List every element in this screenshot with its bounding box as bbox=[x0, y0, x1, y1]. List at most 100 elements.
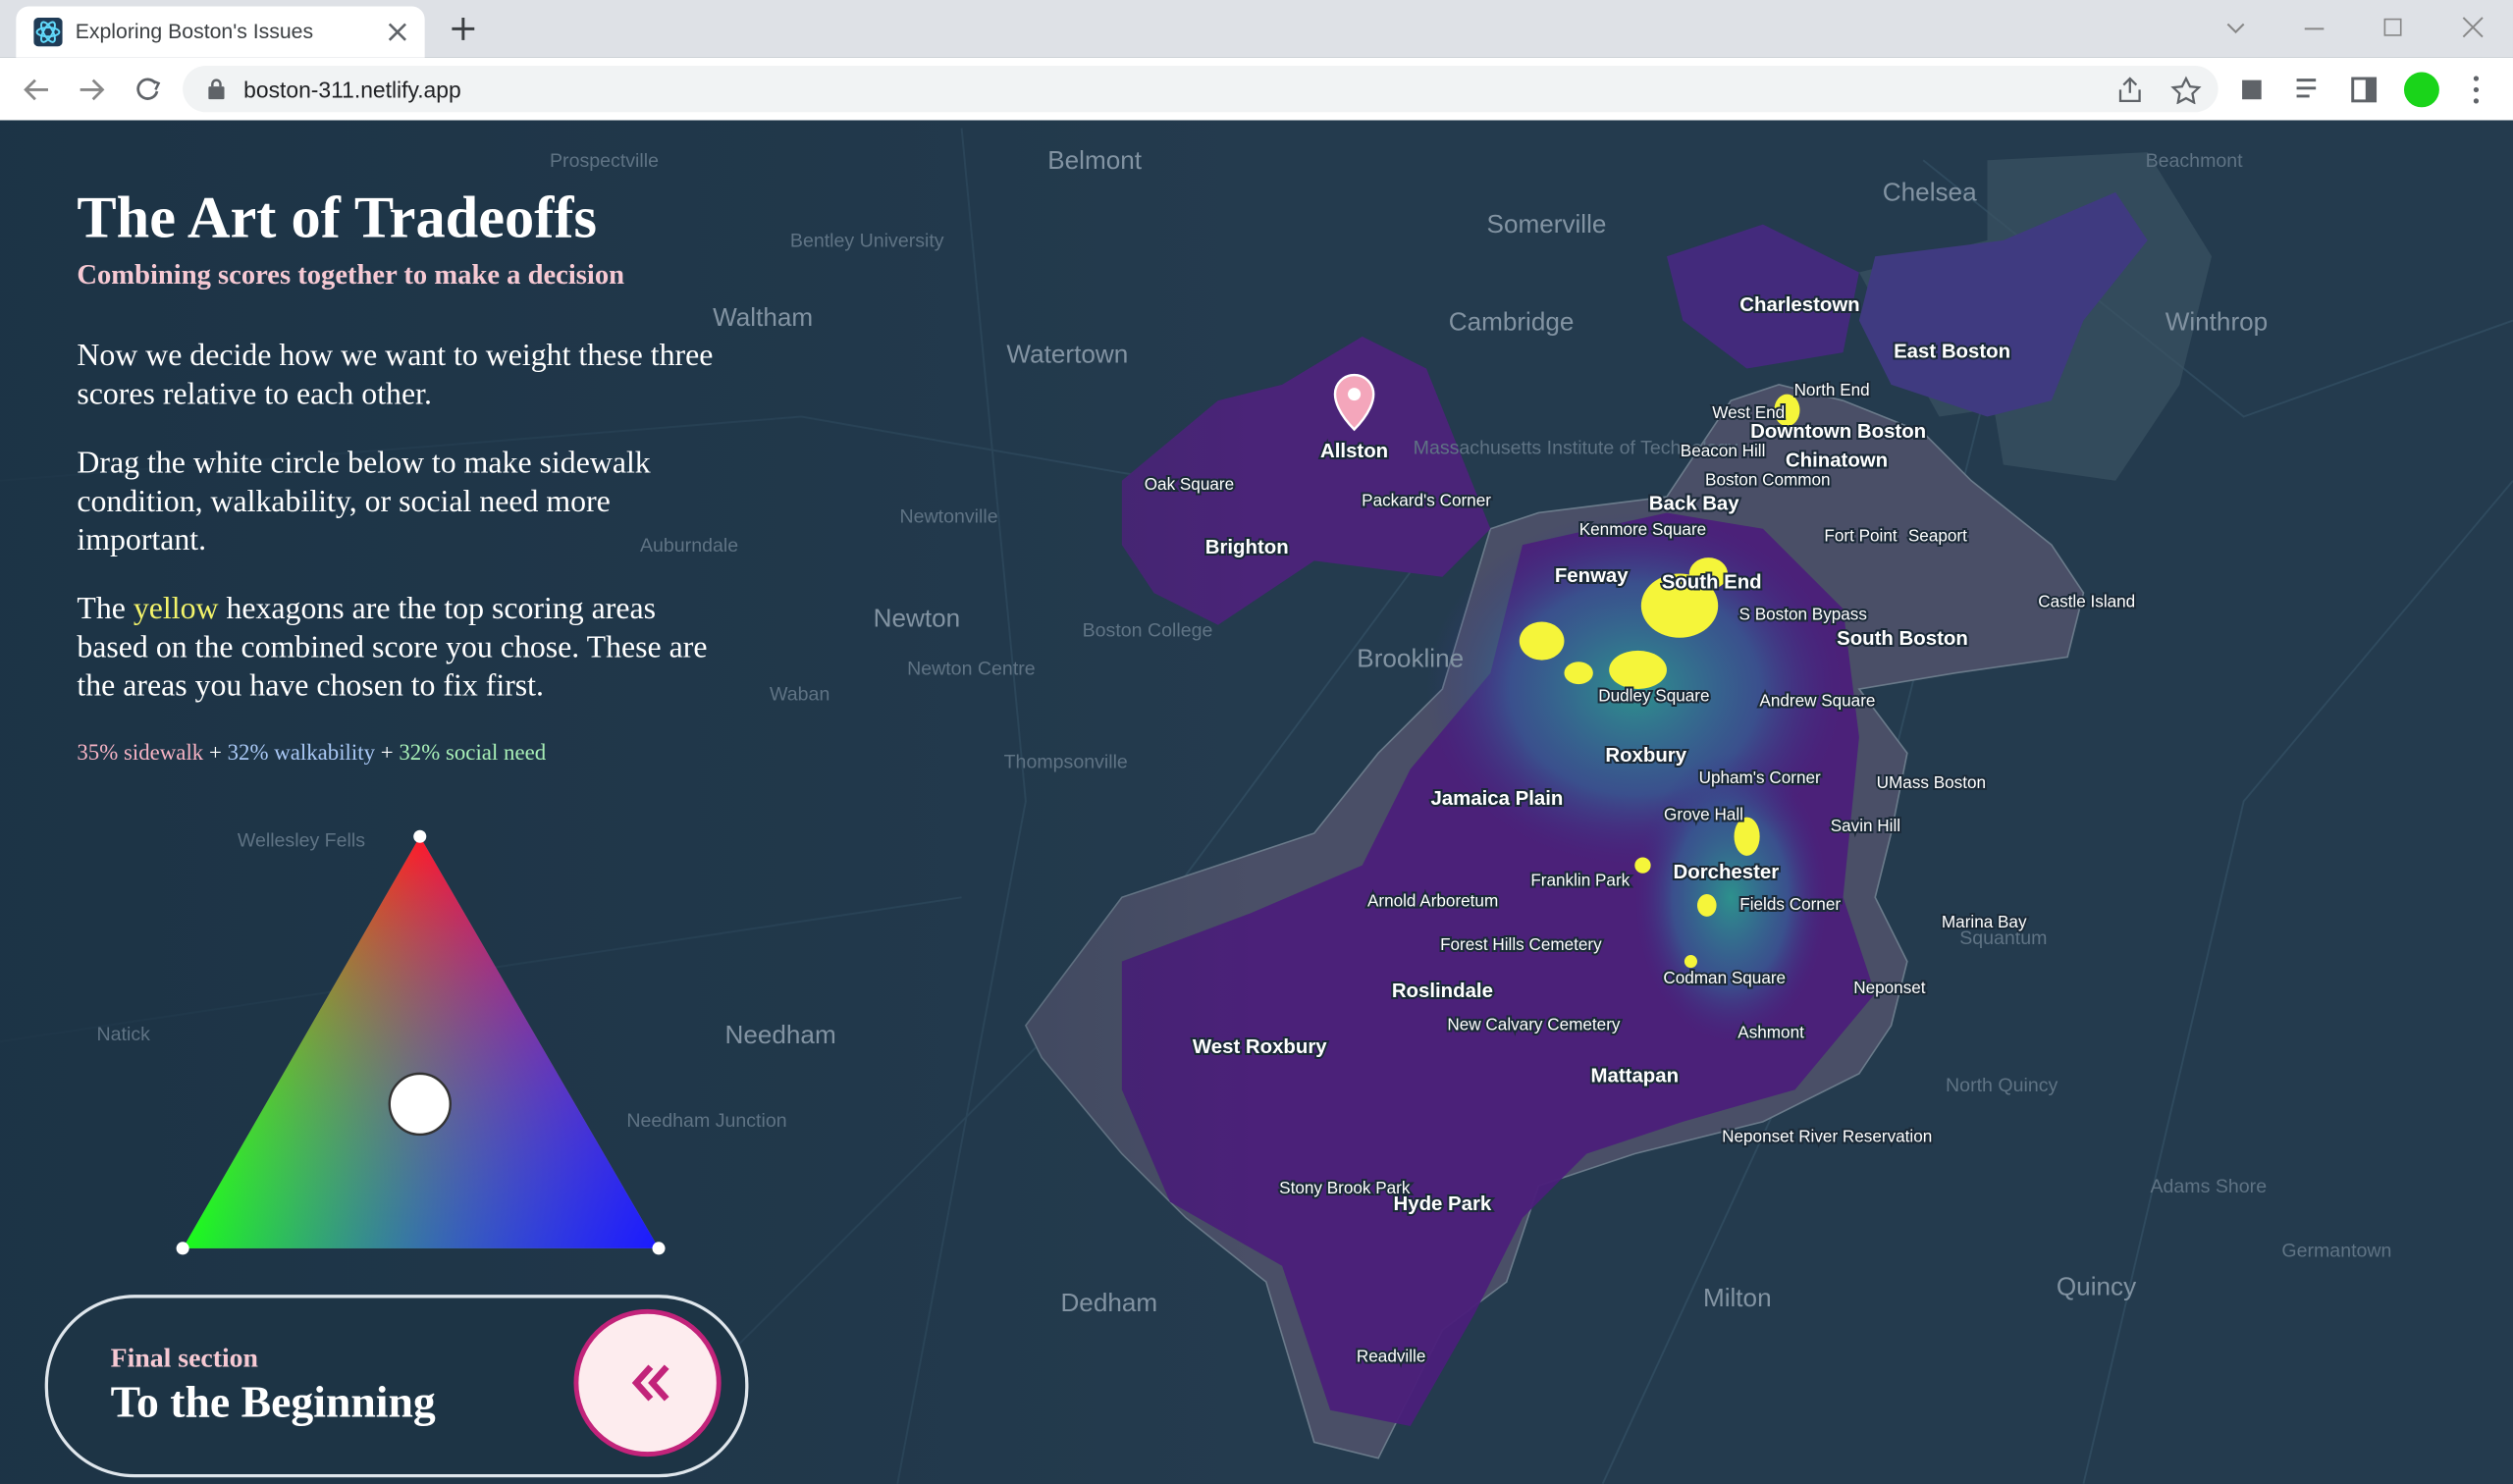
map-label: Germantown bbox=[2281, 1240, 2391, 1261]
map-label: Forest Hills Cemetery bbox=[1440, 934, 1602, 954]
vertex bbox=[176, 1242, 189, 1255]
title: The Art of Tradeoffs bbox=[77, 186, 598, 252]
map-label: Dedham bbox=[1060, 1288, 1157, 1317]
map-label: UMass Boston bbox=[1877, 772, 1986, 792]
map-label: South End bbox=[1662, 572, 1762, 594]
tab-title: Exploring Boston's Issues bbox=[75, 19, 314, 44]
weight-triangle[interactable] bbox=[160, 818, 689, 1282]
map-label: East Boston bbox=[1894, 342, 2010, 363]
back-to-start-button[interactable] bbox=[573, 1308, 722, 1458]
map-label: Auburndale bbox=[640, 535, 738, 556]
nav-label: Final section bbox=[110, 1343, 259, 1374]
map-label: Chinatown bbox=[1786, 450, 1888, 472]
map-label: Fort Point bbox=[1824, 525, 1897, 545]
url: boston-311.netlify.app bbox=[243, 77, 461, 103]
map-label: Castle Island bbox=[2038, 591, 2135, 610]
favicon bbox=[33, 17, 63, 47]
map-label: Brighton bbox=[1205, 537, 1289, 558]
map-label: Back Bay bbox=[1649, 494, 1739, 515]
paragraph: Now we decide how we want to weight thes… bbox=[77, 340, 714, 412]
map-label: Fenway bbox=[1555, 565, 1629, 587]
highlight: yellow bbox=[133, 593, 219, 627]
map-label: Chelsea bbox=[1883, 177, 1977, 206]
map-label: Needham bbox=[724, 1020, 835, 1049]
vertex bbox=[413, 829, 427, 843]
map-label: Boston Common bbox=[1705, 469, 1831, 489]
map-label: Brookline bbox=[1357, 644, 1464, 673]
tab-bar: Exploring Boston's Issues bbox=[0, 0, 2513, 58]
map-label: Newton bbox=[874, 604, 961, 633]
map-label: North End bbox=[1794, 380, 1870, 399]
new-tab[interactable] bbox=[451, 16, 476, 41]
map-label: Newton Centre bbox=[907, 659, 1036, 680]
map-label: Adams Shore bbox=[2150, 1176, 2267, 1197]
chevrons-icon bbox=[631, 1364, 669, 1402]
map-label: Waltham bbox=[713, 302, 813, 332]
map-label: Beachmont bbox=[2146, 150, 2244, 172]
map-label: Packard's Corner bbox=[1362, 491, 1491, 510]
map-label: Kenmore Square bbox=[1579, 519, 1706, 539]
map-label: Cambridge bbox=[1449, 307, 1575, 337]
map-label: Charlestown bbox=[1739, 294, 1859, 316]
map-label: Hyde Park bbox=[1394, 1193, 1492, 1215]
subtitle: Combining scores together to make a deci… bbox=[77, 257, 625, 291]
map-label: Roxbury bbox=[1605, 745, 1686, 767]
text: hexagons are the top scoring areas based… bbox=[77, 593, 708, 704]
omnibox[interactable]: boston-311.netlify.app bbox=[183, 65, 2219, 113]
toolbar-icons[interactable] bbox=[2237, 72, 2493, 108]
triangle-blue bbox=[183, 836, 660, 1248]
map-label: Newtonville bbox=[899, 506, 997, 528]
map-label: Bentley University bbox=[790, 231, 944, 252]
tab[interactable]: Exploring Boston's Issues bbox=[16, 6, 425, 58]
address-bar: boston-311.netlify.app bbox=[0, 57, 2513, 123]
map-label: South Boston bbox=[1837, 628, 1968, 650]
weight-handle[interactable] bbox=[388, 1072, 452, 1137]
map-label: Belmont bbox=[1047, 145, 1143, 175]
window-controls[interactable] bbox=[2212, 13, 2500, 45]
map-label: West Roxbury bbox=[1193, 1036, 1327, 1058]
weights: 35% sidewalk + 32% walkability + 32% soc… bbox=[77, 742, 546, 768]
map-label: Arnold Arboretum bbox=[1367, 891, 1498, 911]
map-label: Dudley Square bbox=[1598, 686, 1709, 706]
map-label: Squantum bbox=[1959, 928, 2047, 949]
map-label: Winthrop bbox=[2165, 307, 2268, 337]
map-label: Marina Bay bbox=[1942, 912, 2027, 931]
map-label: Wellesley Fells bbox=[238, 829, 365, 851]
map-label: Stony Brook Park bbox=[1279, 1178, 1411, 1197]
map-label: Andrew Square bbox=[1759, 691, 1875, 711]
tab-close[interactable] bbox=[388, 23, 407, 42]
map-label: Beacon Hill bbox=[1681, 441, 1766, 460]
map-label: Codman Square bbox=[1663, 968, 1786, 987]
omnibox-icons[interactable] bbox=[2115, 76, 2209, 105]
map-label: Neponset River Reservation bbox=[1722, 1127, 1932, 1146]
map-label: Prospectville bbox=[550, 150, 659, 172]
map-label: West End bbox=[1712, 402, 1785, 422]
nav-buttons[interactable] bbox=[23, 76, 175, 104]
map-label: Roslindale bbox=[1392, 980, 1493, 1002]
map-label: Allston bbox=[1320, 441, 1388, 462]
map-label: Needham Junction bbox=[626, 1110, 786, 1132]
plus: + bbox=[208, 741, 222, 767]
map-label: Downtown Boston bbox=[1750, 421, 1926, 443]
map-label: Natick bbox=[97, 1024, 151, 1045]
map-label: Ashmont bbox=[1738, 1023, 1804, 1042]
plus: + bbox=[380, 741, 394, 767]
map-label: Massachusetts Institute of Technology bbox=[1414, 437, 1738, 458]
nav-title: To the Beginning bbox=[110, 1378, 436, 1428]
map-labels: Belmont Somerville Chelsea Cambridge Waltham… bbox=[97, 145, 2392, 1368]
map-label: Watertown bbox=[1006, 339, 1128, 368]
weight-sidewalk: 35% sidewalk bbox=[77, 741, 204, 767]
map-label: Seaport bbox=[1908, 525, 1967, 545]
map-label: Upham's Corner bbox=[1699, 768, 1821, 787]
map[interactable]: Belmont Somerville Chelsea Cambridge Waltham… bbox=[0, 120, 2513, 1484]
map-label: Jamaica Plain bbox=[1430, 788, 1563, 810]
map-label: Savin Hill bbox=[1831, 816, 1900, 835]
text: The bbox=[77, 593, 126, 627]
weight-social-need: 32% social need bbox=[399, 741, 547, 767]
map-label: Fields Corner bbox=[1739, 894, 1841, 914]
map-label: Neponset bbox=[1853, 978, 1926, 997]
map-label: Readville bbox=[1357, 1346, 1425, 1365]
map-label: S Boston Bypass bbox=[1739, 604, 1867, 623]
panel-shade bbox=[0, 120, 2513, 1484]
